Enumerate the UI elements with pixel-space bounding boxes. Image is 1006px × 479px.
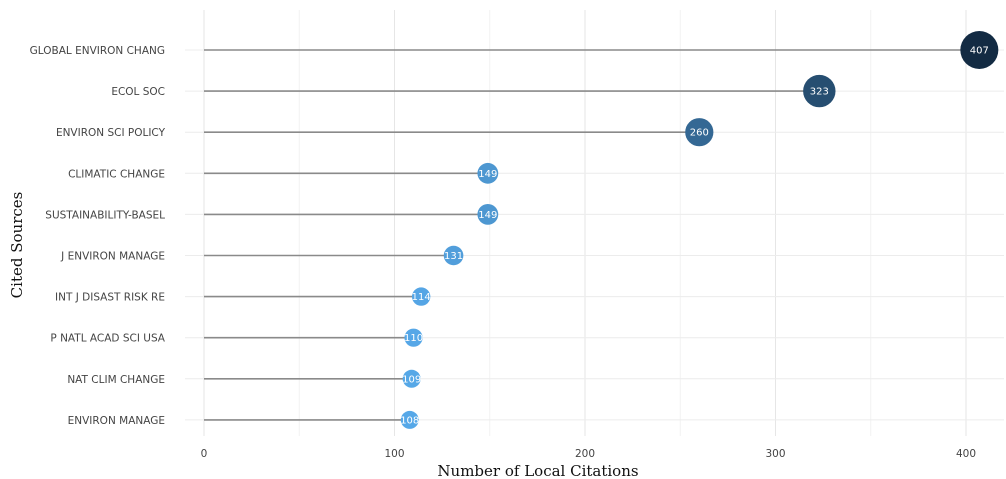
value-label: 109 — [402, 374, 421, 385]
lollipop-dot — [402, 369, 421, 388]
value-label: 131 — [444, 251, 463, 262]
lollipop-dot — [477, 204, 499, 225]
category-label: INT J DISAST RISK RE — [55, 292, 165, 304]
category-label: P NATL ACAD SCI USA — [50, 333, 165, 345]
value-label: 149 — [478, 169, 497, 180]
value-label: 110 — [404, 333, 423, 344]
value-label: 114 — [412, 292, 431, 303]
category-label: ENVIRON MANAGE — [68, 415, 165, 427]
x-axis-title: Number of Local Citations — [437, 462, 638, 479]
x-tick-label: 400 — [956, 448, 976, 460]
category-label: GLOBAL ENVIRON CHANG — [30, 45, 165, 57]
x-tick-label: 200 — [575, 448, 595, 460]
lollipop-dot — [411, 287, 431, 306]
category-label: CLIMATIC CHANGE — [68, 168, 165, 180]
value-label: 260 — [690, 128, 709, 139]
category-label: NAT CLIM CHANGE — [67, 374, 165, 386]
category-label: J ENVIRON MANAGE — [60, 251, 165, 263]
x-tick-label: 300 — [765, 448, 785, 460]
lollipop-dot — [477, 162, 499, 184]
lollipop-dot — [803, 74, 836, 108]
y-axis-title: Cited Sources — [8, 192, 26, 299]
lollipop-dot — [443, 245, 464, 266]
lollipop-stems — [204, 49, 980, 421]
value-label: 108 — [400, 415, 419, 426]
x-tick-labels: 0 100 200 300 400 — [201, 448, 976, 460]
value-label: 149 — [478, 210, 497, 221]
category-label: ECOL SOC — [111, 86, 165, 98]
lollipop-dots: 407 323 260 149 149 131 114 110 109 108 — [400, 31, 999, 429]
x-tick-label: 100 — [384, 448, 404, 460]
category-labels: GLOBAL ENVIRON CHANG ECOL SOC ENVIRON SCI … — [30, 45, 166, 427]
lollipop-dot — [400, 410, 419, 429]
category-label: ENVIRON SCI POLICY — [56, 127, 166, 139]
lollipop-dot — [404, 328, 423, 347]
value-label: 323 — [810, 87, 829, 98]
value-label: 407 — [970, 46, 989, 57]
lollipop-dot — [685, 118, 714, 147]
x-tick-label: 0 — [201, 448, 208, 460]
grid-lines — [185, 10, 1004, 436]
category-label: SUSTAINABILITY-BASEL — [45, 209, 165, 221]
lollipop-dot — [960, 31, 999, 69]
